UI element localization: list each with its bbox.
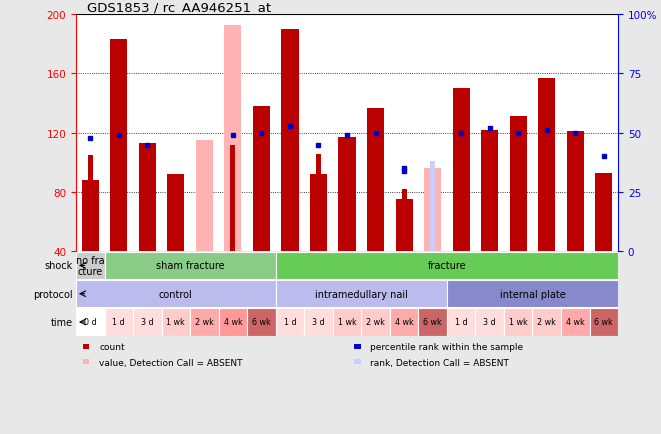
Bar	[481, 131, 498, 252]
Bar	[316, 154, 321, 252]
Text: 2 wk: 2 wk	[366, 318, 385, 327]
Bar	[145, 161, 150, 252]
Bar	[196, 141, 213, 252]
Text: 1 wk: 1 wk	[338, 318, 356, 327]
Text: 3 d: 3 d	[312, 318, 325, 327]
Text: 1 d: 1 d	[455, 318, 467, 327]
Bar	[533, 309, 561, 336]
Bar	[362, 309, 390, 336]
Text: fracture: fracture	[428, 261, 466, 271]
Bar	[475, 309, 504, 336]
Bar	[116, 142, 122, 252]
Bar	[602, 173, 606, 252]
Bar	[247, 309, 276, 336]
Bar	[76, 309, 104, 336]
Text: 6 wk: 6 wk	[423, 318, 442, 327]
Text: 1 wk: 1 wk	[167, 318, 185, 327]
Bar	[561, 309, 590, 336]
Text: shock: shock	[44, 261, 73, 271]
Bar	[572, 141, 578, 252]
Bar	[161, 309, 190, 336]
Bar	[82, 181, 99, 252]
Text: 1 d: 1 d	[112, 318, 125, 327]
Bar	[430, 161, 435, 252]
Text: 4 wk: 4 wk	[223, 318, 243, 327]
Text: no fra
cture: no fra cture	[76, 255, 104, 276]
Text: 3 d: 3 d	[141, 318, 153, 327]
Bar	[133, 309, 161, 336]
Bar	[110, 40, 128, 252]
Bar	[304, 309, 332, 336]
Bar	[259, 141, 264, 252]
Bar	[504, 309, 533, 336]
Bar	[332, 309, 362, 336]
Bar	[418, 309, 447, 336]
Text: control: control	[159, 289, 193, 299]
Bar	[276, 309, 304, 336]
Bar	[310, 175, 327, 252]
Bar	[76, 280, 276, 308]
Bar	[76, 252, 104, 279]
Bar	[566, 132, 584, 252]
Text: count: count	[99, 343, 125, 352]
Bar	[459, 138, 464, 252]
Bar	[487, 131, 492, 252]
Text: 3 d: 3 d	[483, 318, 496, 327]
Bar	[230, 145, 235, 252]
Bar	[88, 156, 93, 252]
Text: percentile rank within the sample: percentile rank within the sample	[370, 343, 524, 352]
Bar	[373, 139, 378, 252]
Text: 6 wk: 6 wk	[252, 318, 271, 327]
Text: 2 wk: 2 wk	[195, 318, 214, 327]
Bar	[516, 136, 521, 252]
Text: GDS1853 / rc_AA946251_at: GDS1853 / rc_AA946251_at	[87, 1, 271, 14]
Bar	[510, 117, 527, 252]
Bar	[544, 132, 549, 252]
Text: 2 wk: 2 wk	[537, 318, 556, 327]
Bar	[219, 309, 247, 336]
Bar	[288, 125, 293, 252]
Text: internal plate: internal plate	[500, 289, 565, 299]
Bar	[190, 309, 219, 336]
Bar	[447, 280, 618, 308]
Text: 0 d: 0 d	[84, 318, 97, 327]
Text: 4 wk: 4 wk	[566, 318, 584, 327]
Bar	[104, 309, 133, 336]
Bar	[253, 107, 270, 252]
Text: 4 wk: 4 wk	[395, 318, 413, 327]
Text: 1 d: 1 d	[284, 318, 296, 327]
Text: intramedullary nail: intramedullary nail	[315, 289, 408, 299]
Bar	[344, 142, 350, 252]
Bar	[595, 173, 612, 252]
Bar	[167, 175, 184, 252]
Bar	[453, 89, 470, 252]
Bar	[139, 144, 156, 252]
Bar	[282, 30, 299, 252]
Bar	[390, 309, 418, 336]
Text: protocol: protocol	[33, 289, 73, 299]
Bar	[401, 190, 407, 252]
Bar	[395, 200, 412, 252]
Bar	[590, 309, 618, 336]
Bar	[447, 309, 475, 336]
Text: 1 wk: 1 wk	[509, 318, 527, 327]
Bar	[338, 138, 356, 252]
Bar	[276, 252, 618, 279]
Text: value, Detection Call = ABSENT: value, Detection Call = ABSENT	[99, 358, 243, 367]
Bar	[424, 169, 441, 252]
Text: 6 wk: 6 wk	[594, 318, 613, 327]
Bar	[367, 108, 384, 252]
Text: rank, Detection Call = ABSENT: rank, Detection Call = ABSENT	[370, 358, 509, 367]
Text: time: time	[51, 317, 73, 327]
Bar	[538, 79, 555, 252]
Bar	[224, 26, 241, 252]
Bar	[104, 252, 276, 279]
Bar	[276, 280, 447, 308]
Text: sham fracture: sham fracture	[156, 261, 225, 271]
